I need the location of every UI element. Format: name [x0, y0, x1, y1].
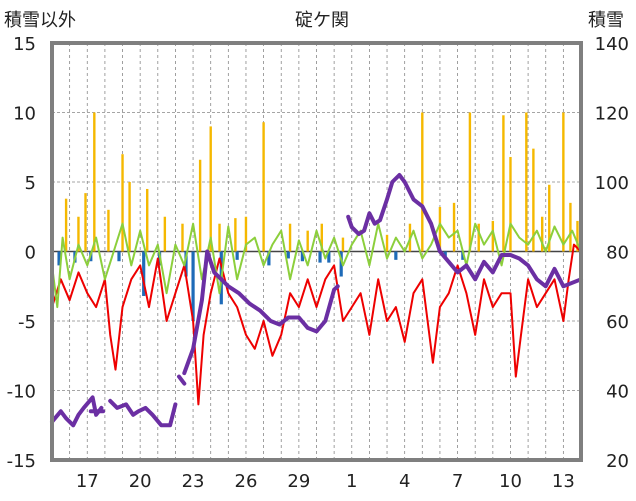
precip-bar-orange — [385, 234, 389, 252]
precip-bar-orange — [421, 112, 424, 252]
x-tick-label: 29 — [287, 471, 310, 492]
x-tick-label: 20 — [129, 471, 152, 492]
precip-bar-orange — [244, 216, 248, 252]
grid-lines — [52, 43, 581, 460]
precip-bar-orange — [234, 218, 237, 252]
precip-bar-orange — [491, 220, 495, 252]
precip-bar-orange — [509, 156, 512, 252]
series-line-temperature — [51, 243, 582, 406]
left-tick-label: 0 — [25, 243, 36, 264]
right-tick-label: 60 — [606, 312, 629, 333]
precip-bar-orange — [320, 223, 323, 252]
left-tick-label: 15 — [13, 34, 36, 55]
precip-bar-orange — [121, 154, 124, 252]
precip-bar-orange — [288, 223, 292, 252]
precip-bar-blue — [461, 251, 465, 260]
precip-bar-orange — [77, 216, 80, 252]
precip-bar-orange — [562, 112, 565, 252]
series-line-secondary — [51, 222, 582, 309]
precip-bar-orange — [128, 182, 131, 252]
precip-bar-blue — [235, 251, 239, 260]
precip-bar-orange — [306, 230, 309, 252]
left-tick-label: -15 — [7, 451, 36, 472]
x-tick-label: 23 — [182, 471, 205, 492]
precip-bar-orange — [452, 202, 456, 252]
precip-bar-orange — [468, 112, 472, 252]
precip-bar-blue — [286, 251, 290, 259]
series-line-snow_depth — [108, 398, 178, 428]
x-tick-label: 17 — [76, 471, 99, 492]
precip-bar-orange — [438, 207, 442, 252]
right-axis-title: 積雪 — [588, 10, 624, 31]
precip-bar-orange — [569, 202, 572, 252]
plot-frame — [50, 41, 583, 462]
precip-bar-orange — [64, 198, 68, 252]
right-tick-label: 80 — [606, 243, 629, 264]
series-line-snow_depth — [177, 374, 187, 386]
precip-bars — [57, 112, 579, 321]
series-lines — [50, 173, 583, 428]
precip-bar-orange — [576, 220, 579, 252]
precip-bar-orange — [181, 223, 184, 252]
series-line-snow_depth — [50, 395, 104, 428]
right-tick-label: 40 — [606, 382, 629, 403]
precip-bar-orange — [262, 122, 265, 252]
precip-bar-orange — [209, 126, 212, 252]
right-tick-label: 120 — [595, 104, 629, 125]
left-tick-label: 10 — [13, 104, 36, 125]
left-tick-label: -10 — [7, 382, 36, 403]
precip-bar-orange — [93, 112, 96, 252]
precip-bar-blue — [142, 251, 146, 296]
precip-bar-blue — [191, 251, 195, 321]
x-tick-label: 13 — [552, 471, 575, 492]
chart-title: 碇ケ関 — [295, 10, 349, 31]
precip-bar-blue — [300, 251, 304, 262]
precip-bar-orange — [541, 216, 544, 252]
axis-labels: 積雪以外 碇ケ関 積雪 151050-5-10-1514012010080604… — [4, 10, 629, 492]
precip-bar-blue — [184, 251, 188, 277]
precip-bar-orange — [548, 184, 551, 252]
x-tick-label: 26 — [235, 471, 258, 492]
precip-bar-blue — [394, 251, 398, 260]
right-tick-label: 100 — [595, 173, 629, 194]
precip-bar-orange — [477, 223, 480, 252]
right-tick-label: 140 — [595, 34, 629, 55]
left-tick-label: -5 — [18, 312, 36, 333]
precip-bar-orange — [163, 216, 167, 252]
x-tick-label: 4 — [399, 471, 410, 492]
x-tick-label: 10 — [499, 471, 522, 492]
left-tick-label: 5 — [25, 173, 36, 194]
series-line-snow_depth — [182, 249, 340, 376]
precip-bar-orange — [198, 159, 202, 252]
precip-bar-blue — [267, 251, 271, 266]
precip-bar-orange — [218, 223, 221, 252]
precip-bar-orange — [146, 188, 149, 252]
precip-bar-blue — [339, 251, 343, 277]
x-tick-label: 7 — [452, 471, 463, 492]
precip-bar-blue — [117, 251, 121, 262]
precip-bar-blue — [318, 251, 322, 263]
precip-bar-orange — [107, 209, 110, 252]
precip-bar-orange — [84, 193, 87, 252]
series-line-snow_depth — [346, 173, 583, 289]
plot-border — [50, 41, 583, 462]
precip-bar-orange — [341, 237, 345, 252]
precip-bar-orange — [532, 148, 535, 252]
precip-bar-blue — [327, 251, 331, 263]
left-axis-title: 積雪以外 — [4, 10, 76, 31]
precip-bar-orange — [525, 112, 528, 252]
precip-bar-blue — [57, 251, 61, 266]
x-tick-label: 1 — [346, 471, 357, 492]
right-tick-label: 20 — [606, 451, 629, 472]
precip-bar-orange — [502, 115, 505, 252]
